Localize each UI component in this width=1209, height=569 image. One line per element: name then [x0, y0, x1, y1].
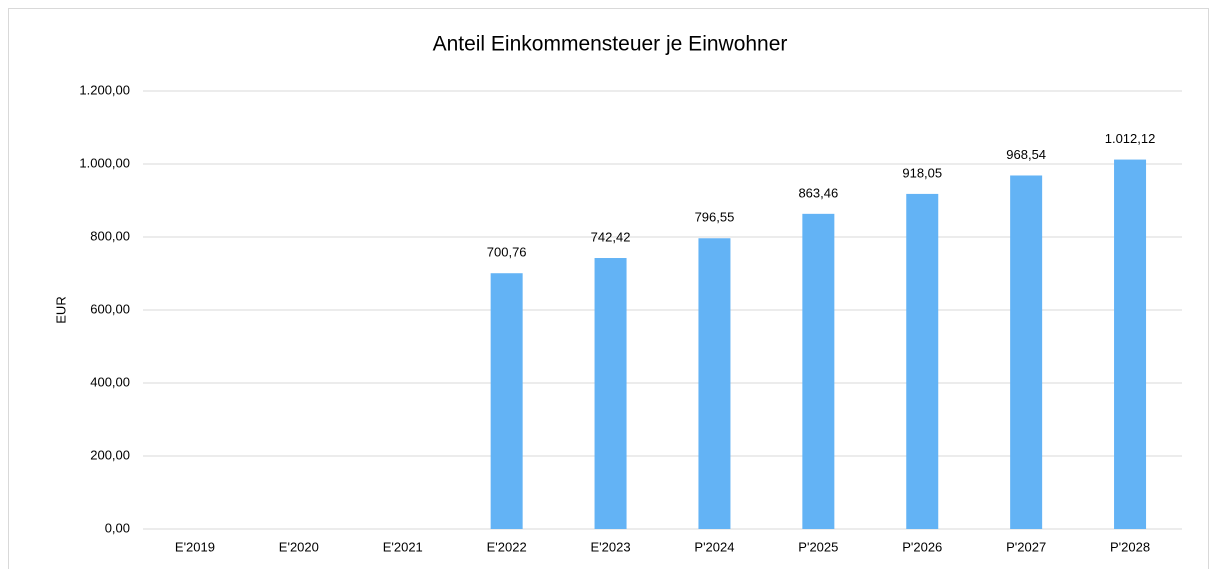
y-tick-label: 1.000,00 — [79, 155, 130, 170]
bar — [906, 193, 939, 529]
data-label: 968,54 — [1006, 147, 1046, 162]
x-tick-label: E'2023 — [591, 539, 631, 554]
x-tick-label: P'2027 — [1006, 539, 1046, 554]
chart-title: Anteil Einkommensteuer je Einwohner — [433, 33, 788, 56]
x-tick-label: P'2028 — [1110, 539, 1150, 554]
bar — [1010, 175, 1043, 529]
data-label: 700,76 — [487, 245, 527, 260]
y-tick-label: 200,00 — [90, 447, 130, 462]
data-label: 1.012,12 — [1105, 131, 1156, 146]
y-tick-label: 1.200,00 — [79, 82, 130, 97]
data-label: 742,42 — [591, 229, 631, 244]
y-tick-label: 600,00 — [90, 301, 130, 316]
bar — [1114, 159, 1147, 529]
x-tick-label: E'2021 — [383, 539, 423, 554]
x-tick-label: P'2026 — [902, 539, 942, 554]
bar — [594, 258, 627, 529]
y-tick-label: 800,00 — [90, 228, 130, 243]
data-label: 918,05 — [902, 165, 942, 180]
y-axis-label: EUR — [53, 296, 68, 323]
y-tick-label: 0,00 — [105, 520, 130, 535]
y-tick-label: 400,00 — [90, 374, 130, 389]
data-label: 796,55 — [695, 210, 735, 225]
x-tick-label: E'2020 — [279, 539, 319, 554]
bar — [698, 238, 731, 529]
data-label: 863,46 — [798, 185, 838, 200]
bar — [490, 273, 523, 529]
x-tick-label: P'2025 — [798, 539, 838, 554]
x-tick-label: E'2019 — [175, 539, 215, 554]
x-tick-label: P'2024 — [694, 539, 734, 554]
x-tick-label: E'2022 — [487, 539, 527, 554]
bar — [802, 213, 835, 529]
